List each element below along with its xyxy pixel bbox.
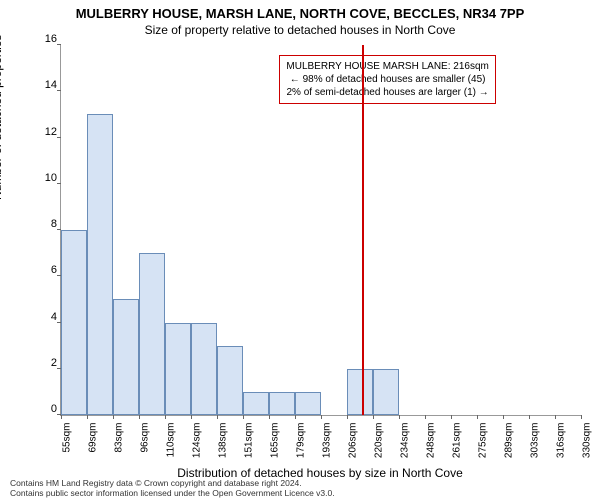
y-axis-label: Number of detached properties [0,35,4,200]
x-tick-label: 179sqm [292,423,307,459]
histogram-bar [61,230,87,415]
x-tick-label: 316sqm [552,423,567,459]
x-tick-mark [477,415,478,419]
annotation-line3: 2% of semi-detached houses are larger (1… [286,86,488,99]
x-tick-mark [451,415,452,419]
x-tick-label: 248sqm [422,423,437,459]
histogram-bar [347,369,373,415]
x-tick-mark [503,415,504,419]
x-tick-mark [373,415,374,419]
x-tick-label: 110sqm [162,423,177,458]
y-tick-label: 4 [27,311,61,323]
x-tick-mark [347,415,348,419]
x-tick-label: 69sqm [84,423,99,453]
x-tick-label: 124sqm [188,423,203,459]
chart-container: MULBERRY HOUSE, MARSH LANE, NORTH COVE, … [0,0,600,500]
y-tick-label: 6 [27,264,61,276]
footer-attribution: Contains HM Land Registry data © Crown c… [10,479,335,498]
y-tick-label: 8 [27,218,61,230]
x-tick-mark [113,415,114,419]
x-tick-mark [165,415,166,419]
x-tick-label: 234sqm [396,423,411,459]
x-tick-label: 289sqm [500,423,515,459]
footer-line2: Contains public sector information licen… [10,489,335,498]
x-tick-label: 303sqm [526,423,541,459]
y-tick-label: 2 [27,357,61,369]
x-tick-mark [269,415,270,419]
x-tick-label: 165sqm [266,423,281,459]
y-tick-label: 16 [27,33,61,45]
y-tick-mark [57,90,61,91]
histogram-bar [87,114,113,415]
x-tick-mark [529,415,530,419]
annotation-line2: ← 98% of detached houses are smaller (45… [286,73,488,86]
x-tick-mark [243,415,244,419]
histogram-bar [217,346,243,415]
x-tick-label: 220sqm [370,423,385,459]
histogram-bar [113,299,139,415]
histogram-bar [191,323,217,416]
x-tick-mark [295,415,296,419]
y-tick-label: 0 [27,403,61,415]
y-tick-label: 12 [27,126,61,138]
x-tick-label: 138sqm [214,423,229,459]
annotation-line1: MULBERRY HOUSE MARSH LANE: 216sqm [286,60,488,73]
histogram-bar [373,369,399,415]
x-tick-mark [425,415,426,419]
x-tick-mark [555,415,556,419]
y-tick-mark [57,137,61,138]
x-tick-mark [61,415,62,419]
x-tick-label: 330sqm [578,423,593,459]
histogram-bar [269,392,295,415]
x-tick-mark [139,415,140,419]
x-tick-label: 206sqm [344,423,359,459]
x-tick-label: 275sqm [474,423,489,459]
marker-line [362,45,364,415]
x-tick-mark [581,415,582,419]
histogram-bar [243,392,269,415]
y-tick-mark [57,183,61,184]
x-tick-label: 261sqm [448,423,463,459]
x-tick-label: 151sqm [240,423,255,459]
title-primary: MULBERRY HOUSE, MARSH LANE, NORTH COVE, … [0,0,600,21]
x-tick-label: 83sqm [110,423,125,453]
y-tick-label: 14 [27,79,61,91]
x-tick-mark [191,415,192,419]
x-tick-mark [217,415,218,419]
annotation-box: MULBERRY HOUSE MARSH LANE: 216sqm ← 98% … [279,55,495,104]
y-tick-label: 10 [27,172,61,184]
x-tick-label: 193sqm [318,423,333,459]
y-tick-mark [57,44,61,45]
x-tick-mark [321,415,322,419]
histogram-bar [295,392,321,415]
histogram-bar [165,323,191,416]
histogram-bar [139,253,165,415]
x-tick-mark [399,415,400,419]
x-tick-label: 55sqm [58,423,73,453]
plot-area: MULBERRY HOUSE MARSH LANE: 216sqm ← 98% … [60,45,581,416]
x-tick-mark [87,415,88,419]
x-tick-label: 96sqm [136,423,151,453]
title-secondary: Size of property relative to detached ho… [0,21,600,37]
